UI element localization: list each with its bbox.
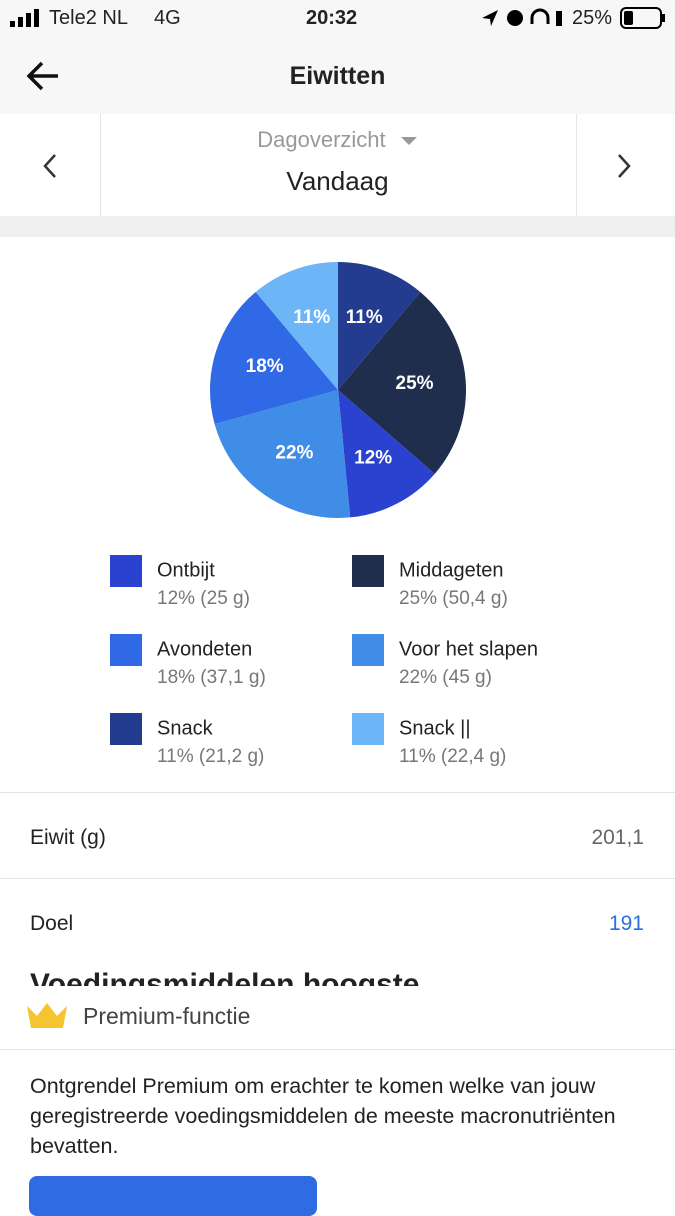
back-button[interactable] (26, 60, 62, 92)
legend-detail: 11% (21,2 g) (157, 746, 264, 767)
pie-slice (338, 390, 435, 518)
crown-icon (27, 1003, 67, 1028)
prev-button[interactable] (40, 152, 60, 180)
slice-label: 18% (246, 356, 284, 377)
slice-label: 22% (275, 442, 313, 463)
next-button[interactable] (614, 152, 634, 180)
separator (0, 216, 675, 237)
info-row: Eiwit (g) 201,1 (0, 792, 675, 879)
premium-text: Ontgrendel Premium om erachter te komen … (30, 1074, 616, 1158)
info-row: Doel 191 (0, 878, 675, 965)
legend-swatch (110, 634, 142, 666)
legend-label: Middageten (399, 559, 504, 581)
battery-icon (620, 7, 665, 29)
pie-slice (338, 262, 421, 390)
legend-label: Snack || (399, 717, 471, 739)
carrier: Tele2 NL (49, 7, 128, 29)
slice-label: 25% (396, 373, 434, 394)
battery-percent: 25% (572, 7, 613, 29)
legend-swatch (352, 713, 384, 745)
mode: Dagoverzicht (257, 127, 386, 152)
legend-label: Voor het slapen (399, 638, 538, 660)
premium-panel: Premium-functie Ontgrendel Premium om er… (0, 986, 675, 1216)
mode-dropdown[interactable]: Dagoverzicht (0, 127, 675, 153)
legend-detail: 12% (25 g) (157, 588, 250, 609)
time: 20:32 (306, 7, 358, 29)
section-title: Voedingsmiddelen hoogste (30, 968, 420, 986)
legend-swatch (352, 634, 384, 666)
legend-swatch (110, 713, 142, 745)
period-selector: Dagoverzicht Vandaag (0, 114, 675, 217)
slice-label: 11% (293, 307, 330, 328)
legend-detail: 11% (22,4 g) (399, 746, 506, 767)
unlock-button[interactable] (29, 1176, 317, 1216)
status-bar: Tele2 NL 4G 20:32 25% (0, 0, 675, 36)
legend-swatch (110, 555, 142, 587)
pie-chart: 11% 25% 12% 22% 18% 11% Snack 11% (21,2 g) Midda… (110, 262, 538, 767)
signal-icon (10, 9, 39, 27)
legend-label: Avondeten (157, 638, 252, 660)
pie-slice (255, 262, 338, 390)
legend-detail: 22% (45 g) (399, 667, 492, 688)
legend-label: Ontbijt (157, 559, 215, 581)
network: 4G (154, 7, 181, 29)
legend-swatch (352, 555, 384, 587)
pie-slice (338, 291, 466, 474)
pie-slice (214, 390, 351, 518)
title: Eiwitten (289, 62, 386, 90)
pie-slice (210, 291, 338, 425)
row-label: Doel (30, 912, 74, 935)
legend-detail: 18% (37,1 g) (157, 667, 266, 688)
slice-label: 11% (346, 307, 383, 328)
legend-label: Snack (157, 717, 214, 739)
top-bar: Eiwitten (0, 36, 675, 114)
row-label: Eiwit (g) (30, 826, 106, 849)
slice-label: 12% (354, 447, 392, 468)
status-icons (482, 8, 562, 26)
row-value: 191 (608, 912, 644, 935)
legend-detail: 25% (50,4 g) (399, 588, 508, 609)
period: Vandaag (286, 166, 389, 196)
row-value: 201,1 (591, 826, 644, 849)
premium-title: Premium-functie (83, 1003, 251, 1029)
